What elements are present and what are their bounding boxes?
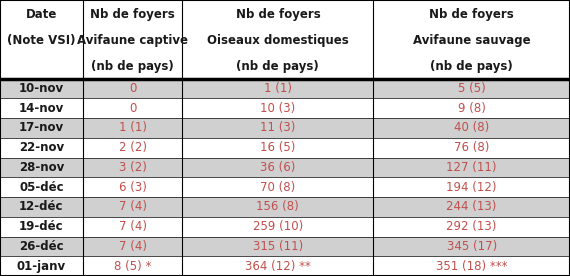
Text: 05-déc: 05-déc	[19, 181, 64, 194]
Text: (Note VSI): (Note VSI)	[7, 34, 76, 47]
Text: 8 (5) *: 8 (5) *	[114, 260, 151, 273]
Text: 1 (1): 1 (1)	[264, 82, 292, 95]
Text: 01-janv: 01-janv	[17, 260, 66, 273]
Text: 345 (17): 345 (17)	[446, 240, 497, 253]
Bar	[0, 79, 570, 98]
Bar	[0, 197, 570, 217]
Text: 351 (18) ***: 351 (18) ***	[436, 260, 507, 273]
Text: 156 (8): 156 (8)	[256, 200, 299, 213]
Text: 6 (3): 6 (3)	[119, 181, 146, 194]
Text: Nb de foyers: Nb de foyers	[90, 8, 175, 21]
Text: 7 (4): 7 (4)	[119, 240, 146, 253]
Text: 40 (8): 40 (8)	[454, 121, 489, 134]
Text: 10-nov: 10-nov	[19, 82, 64, 95]
Text: 7 (4): 7 (4)	[119, 200, 146, 213]
Text: Oiseaux domestiques: Oiseaux domestiques	[207, 34, 349, 47]
Text: 14-nov: 14-nov	[19, 102, 64, 115]
Text: 194 (12): 194 (12)	[446, 181, 497, 194]
Text: 70 (8): 70 (8)	[260, 181, 295, 194]
Text: 28-nov: 28-nov	[19, 161, 64, 174]
Text: 127 (11): 127 (11)	[446, 161, 497, 174]
Text: 22-nov: 22-nov	[19, 141, 64, 154]
Text: 26-déc: 26-déc	[19, 240, 64, 253]
Bar	[0, 118, 570, 138]
Text: 0: 0	[129, 102, 136, 115]
Text: 1 (1): 1 (1)	[119, 121, 146, 134]
Text: 364 (12) **: 364 (12) **	[245, 260, 311, 273]
Text: 16 (5): 16 (5)	[260, 141, 296, 154]
Text: 315 (11): 315 (11)	[253, 240, 303, 253]
Text: 9 (8): 9 (8)	[458, 102, 486, 115]
Text: (nb de pays): (nb de pays)	[91, 60, 174, 73]
Bar	[0, 237, 570, 256]
Text: 12-déc: 12-déc	[19, 200, 64, 213]
Text: Avifaune sauvage: Avifaune sauvage	[413, 34, 531, 47]
Text: 2 (2): 2 (2)	[119, 141, 146, 154]
Text: 5 (5): 5 (5)	[458, 82, 486, 95]
Text: 36 (6): 36 (6)	[260, 161, 296, 174]
Text: 244 (13): 244 (13)	[446, 200, 497, 213]
Text: (nb de pays): (nb de pays)	[430, 60, 513, 73]
Text: Avifaune captive: Avifaune captive	[77, 34, 188, 47]
Text: 11 (3): 11 (3)	[260, 121, 296, 134]
Text: Nb de foyers: Nb de foyers	[235, 8, 320, 21]
Text: 0: 0	[129, 82, 136, 95]
Text: 19-déc: 19-déc	[19, 220, 64, 233]
Text: 17-nov: 17-nov	[19, 121, 64, 134]
Text: 3 (2): 3 (2)	[119, 161, 146, 174]
Text: Nb de foyers: Nb de foyers	[429, 8, 514, 21]
Text: 7 (4): 7 (4)	[119, 220, 146, 233]
Bar	[0, 158, 570, 177]
Text: Date: Date	[26, 8, 57, 21]
Text: 259 (10): 259 (10)	[253, 220, 303, 233]
Text: 10 (3): 10 (3)	[260, 102, 295, 115]
Text: 292 (13): 292 (13)	[446, 220, 497, 233]
Text: (nb de pays): (nb de pays)	[237, 60, 319, 73]
Text: 76 (8): 76 (8)	[454, 141, 490, 154]
